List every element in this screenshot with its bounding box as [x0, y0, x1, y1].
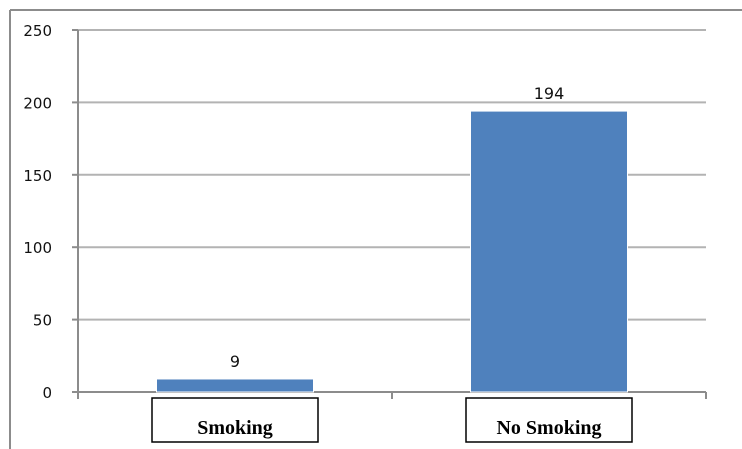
y-tick-label: 100: [23, 239, 52, 257]
y-tick-label: 200: [23, 94, 52, 112]
gridlines: [78, 29, 706, 321]
bar: [470, 110, 628, 393]
category-label-box: [465, 397, 633, 443]
data-labels: 9 194: [230, 84, 564, 371]
bar: [156, 378, 314, 393]
y-tick-label: 150: [23, 167, 52, 185]
category-label-box: [151, 397, 319, 443]
y-tick-label: 50: [33, 312, 52, 330]
data-label: 194: [534, 84, 565, 103]
category-label: No Smoking: [496, 417, 601, 439]
data-label: 9: [230, 352, 240, 371]
category-label: Smoking: [197, 417, 273, 439]
category-labels: Smoking No Smoking: [151, 397, 633, 443]
y-tick-label: 0: [42, 384, 52, 402]
bars: [156, 110, 628, 393]
y-tick-label: 250: [23, 22, 52, 40]
